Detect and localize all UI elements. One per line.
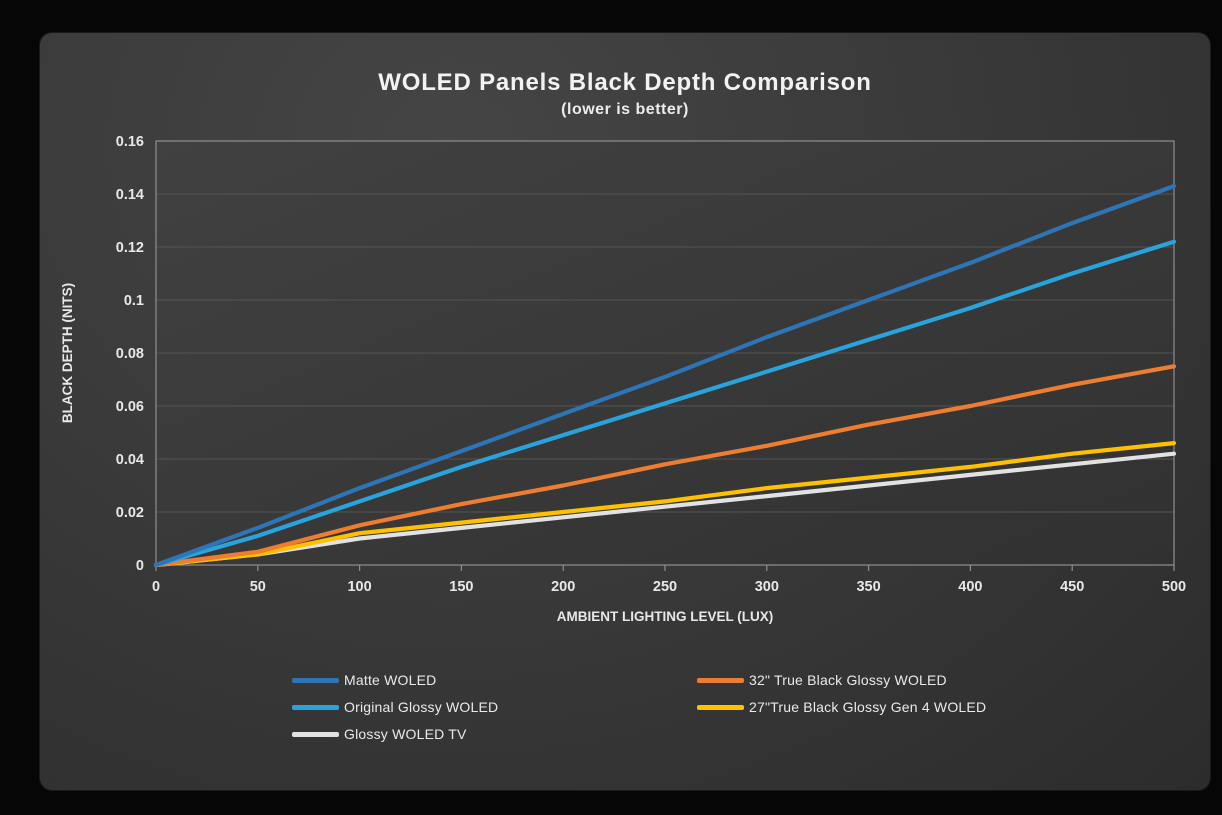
y-axis-label: BLACK DEPTH (NITS) <box>60 283 75 423</box>
legend-swatch <box>292 677 339 683</box>
y-tick-label: 0.1 <box>124 293 144 309</box>
y-tick-label: 0.04 <box>116 452 144 468</box>
x-tick-label: 300 <box>755 579 779 595</box>
legend-item: 27"True Black Glossy Gen 4 WOLED <box>697 699 1117 715</box>
legend-swatch <box>292 731 339 737</box>
y-tick-label: 0.14 <box>116 187 144 203</box>
legend-swatch <box>697 704 744 710</box>
chart-svg: 0 0.02 0.04 0.06 0.08 0.1 0.12 0.14 0.16 0 50 100 15… <box>60 134 1186 624</box>
legend-item: 32" True Black Glossy WOLED <box>697 672 1117 688</box>
legend-label: 27"True Black Glossy Gen 4 WOLED <box>749 699 987 715</box>
chart-card: WOLED Panels Black Depth Comparison (low… <box>40 33 1210 790</box>
legend-item: Matte WOLED <box>292 672 697 688</box>
plot-area-wrap: 0 0.02 0.04 0.06 0.08 0.1 0.12 0.14 0.16 0 50 100 15… <box>40 125 1210 650</box>
series-line-4 <box>153 441 1177 568</box>
x-tick-label: 250 <box>653 579 677 595</box>
series-line-1 <box>153 239 1177 568</box>
legend-label: 32" True Black Glossy WOLED <box>749 672 947 688</box>
legend-label: Original Glossy WOLED <box>344 699 499 715</box>
y-tick-label: 0.06 <box>116 399 144 415</box>
x-tick-label: 50 <box>250 579 266 595</box>
y-tick-label: 0.12 <box>116 240 144 256</box>
legend-label: Matte WOLED <box>344 672 437 688</box>
x-axis-label: AMBIENT LIGHTING LEVEL (LUX) <box>557 609 774 624</box>
x-tick-label: 350 <box>856 579 880 595</box>
x-tick-label: 450 <box>1060 579 1084 595</box>
chart-legend: Matte WOLED 32" True Black Glossy WOLED Or… <box>292 672 1210 742</box>
legend-item: Original Glossy WOLED <box>292 699 697 715</box>
series-line-0 <box>153 183 1177 568</box>
chart-subtitle: (lower is better) <box>561 101 689 118</box>
legend-label: Glossy WOLED TV <box>344 726 467 742</box>
legend-swatch <box>292 704 339 710</box>
x-tick-label: 500 <box>1162 579 1186 595</box>
x-tick-label: 150 <box>449 579 473 595</box>
y-tick-label: 0.08 <box>116 346 144 362</box>
series-line-3 <box>153 364 1177 568</box>
x-tick-label: 100 <box>347 579 371 595</box>
x-tick-label: 0 <box>152 579 160 595</box>
y-tick-label: 0.16 <box>116 134 144 150</box>
x-tick-label: 400 <box>958 579 982 595</box>
legend-item: Glossy WOLED TV <box>292 726 697 742</box>
legend-swatch <box>697 677 744 683</box>
y-tick-label: 0 <box>136 558 144 574</box>
y-tick-label: 0.02 <box>116 505 144 521</box>
chart-title: WOLED Panels Black Depth Comparison <box>378 69 872 96</box>
x-tick-label: 200 <box>551 579 575 595</box>
series-line-2 <box>153 451 1177 568</box>
